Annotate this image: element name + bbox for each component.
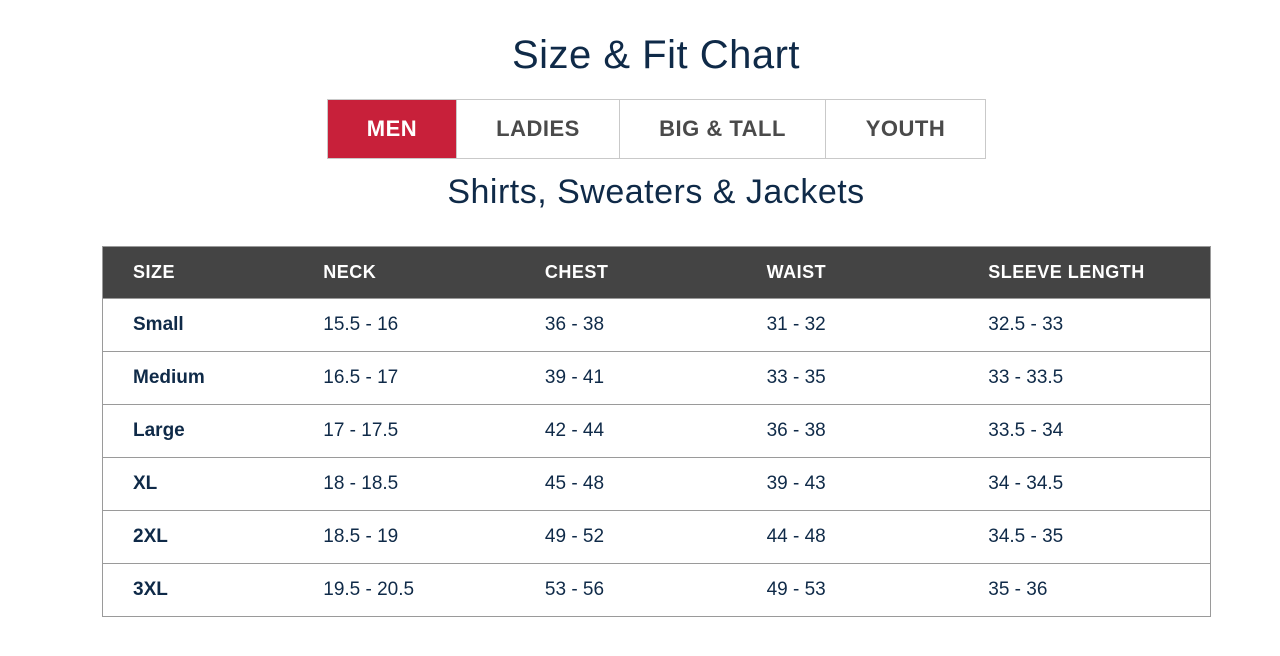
table-row: XL 18 - 18.5 45 - 48 39 - 43 34 - 34.5	[102, 457, 1211, 511]
waist-cell: 36 - 38	[766, 420, 826, 441]
table-row: Small 15.5 - 16 36 - 38 31 - 32 32.5 - 3…	[102, 298, 1211, 352]
size-cell: 3XL	[133, 579, 168, 600]
chest-cell: 39 - 41	[544, 367, 605, 388]
size-cell: 2XL	[133, 526, 168, 547]
chest-cell: 49 - 52	[544, 526, 605, 547]
waist-cell: 39 - 43	[766, 473, 826, 494]
table-row: 2XL 18.5 - 19 49 - 52 44 - 48 34.5 - 35	[102, 510, 1211, 564]
neck-cell: 18.5 - 19	[323, 526, 399, 547]
waist-cell: 49 - 53	[766, 579, 826, 600]
size-cell: Small	[133, 314, 184, 335]
waist-cell: 31 - 32	[766, 314, 826, 335]
page-title: Size & Fit Chart	[511, 33, 801, 77]
waist-cell: 33 - 35	[766, 367, 826, 388]
column-header-neck: NECK	[323, 262, 377, 282]
size-cell: Medium	[133, 367, 205, 388]
column-header-waist: WAIST	[766, 262, 827, 282]
category-tabs: MEN LADIES BIG & TALL YOUTH	[327, 99, 986, 159]
tab-youth[interactable]: YOUTH	[865, 116, 946, 141]
size-chart-table: SIZE NECK CHEST WAIST SLEEVE LENGTH Smal…	[102, 246, 1211, 617]
neck-cell: 15.5 - 16	[323, 314, 399, 335]
sleeve-length-cell: 33 - 33.5	[988, 367, 1064, 388]
chest-cell: 53 - 56	[544, 579, 605, 600]
tab-men[interactable]: MEN	[328, 100, 457, 158]
neck-cell: 19.5 - 20.5	[323, 579, 415, 600]
sleeve-length-cell: 35 - 36	[988, 579, 1048, 600]
column-header-chest: CHEST	[544, 262, 609, 282]
neck-cell: 16.5 - 17	[323, 367, 399, 388]
sleeve-length-cell: 32.5 - 33	[988, 314, 1064, 335]
chest-cell: 42 - 44	[544, 420, 605, 441]
neck-cell: 18 - 18.5	[323, 473, 399, 494]
table-row: Large 17 - 17.5 42 - 44 36 - 38 33.5 - 3…	[102, 404, 1211, 458]
sleeve-length-cell: 34.5 - 35	[988, 526, 1064, 547]
column-header-size: SIZE	[133, 262, 176, 282]
table-row: Medium 16.5 - 17 39 - 41 33 - 35 33 - 33…	[102, 351, 1211, 405]
chest-cell: 45 - 48	[544, 473, 605, 494]
section-title: Shirts, Sweaters & Jackets	[447, 173, 865, 211]
table-row: 3XL 19.5 - 20.5 53 - 56 49 - 53 35 - 36	[102, 563, 1211, 617]
chest-cell: 36 - 38	[544, 314, 605, 335]
size-cell: Large	[133, 420, 185, 441]
tab-big-and-tall[interactable]: BIG & TALL	[620, 100, 826, 158]
waist-cell: 44 - 48	[766, 526, 826, 547]
sleeve-length-cell: 33.5 - 34	[988, 420, 1064, 441]
neck-cell: 17 - 17.5	[323, 420, 399, 441]
table-header-row: SIZE NECK CHEST WAIST SLEEVE LENGTH	[102, 246, 1211, 299]
column-header-sleeve-length: SLEEVE LENGTH	[988, 262, 1145, 282]
size-cell: XL	[133, 473, 158, 494]
tab-ladies[interactable]: LADIES	[457, 100, 620, 158]
sleeve-length-cell: 34 - 34.5	[988, 473, 1064, 494]
